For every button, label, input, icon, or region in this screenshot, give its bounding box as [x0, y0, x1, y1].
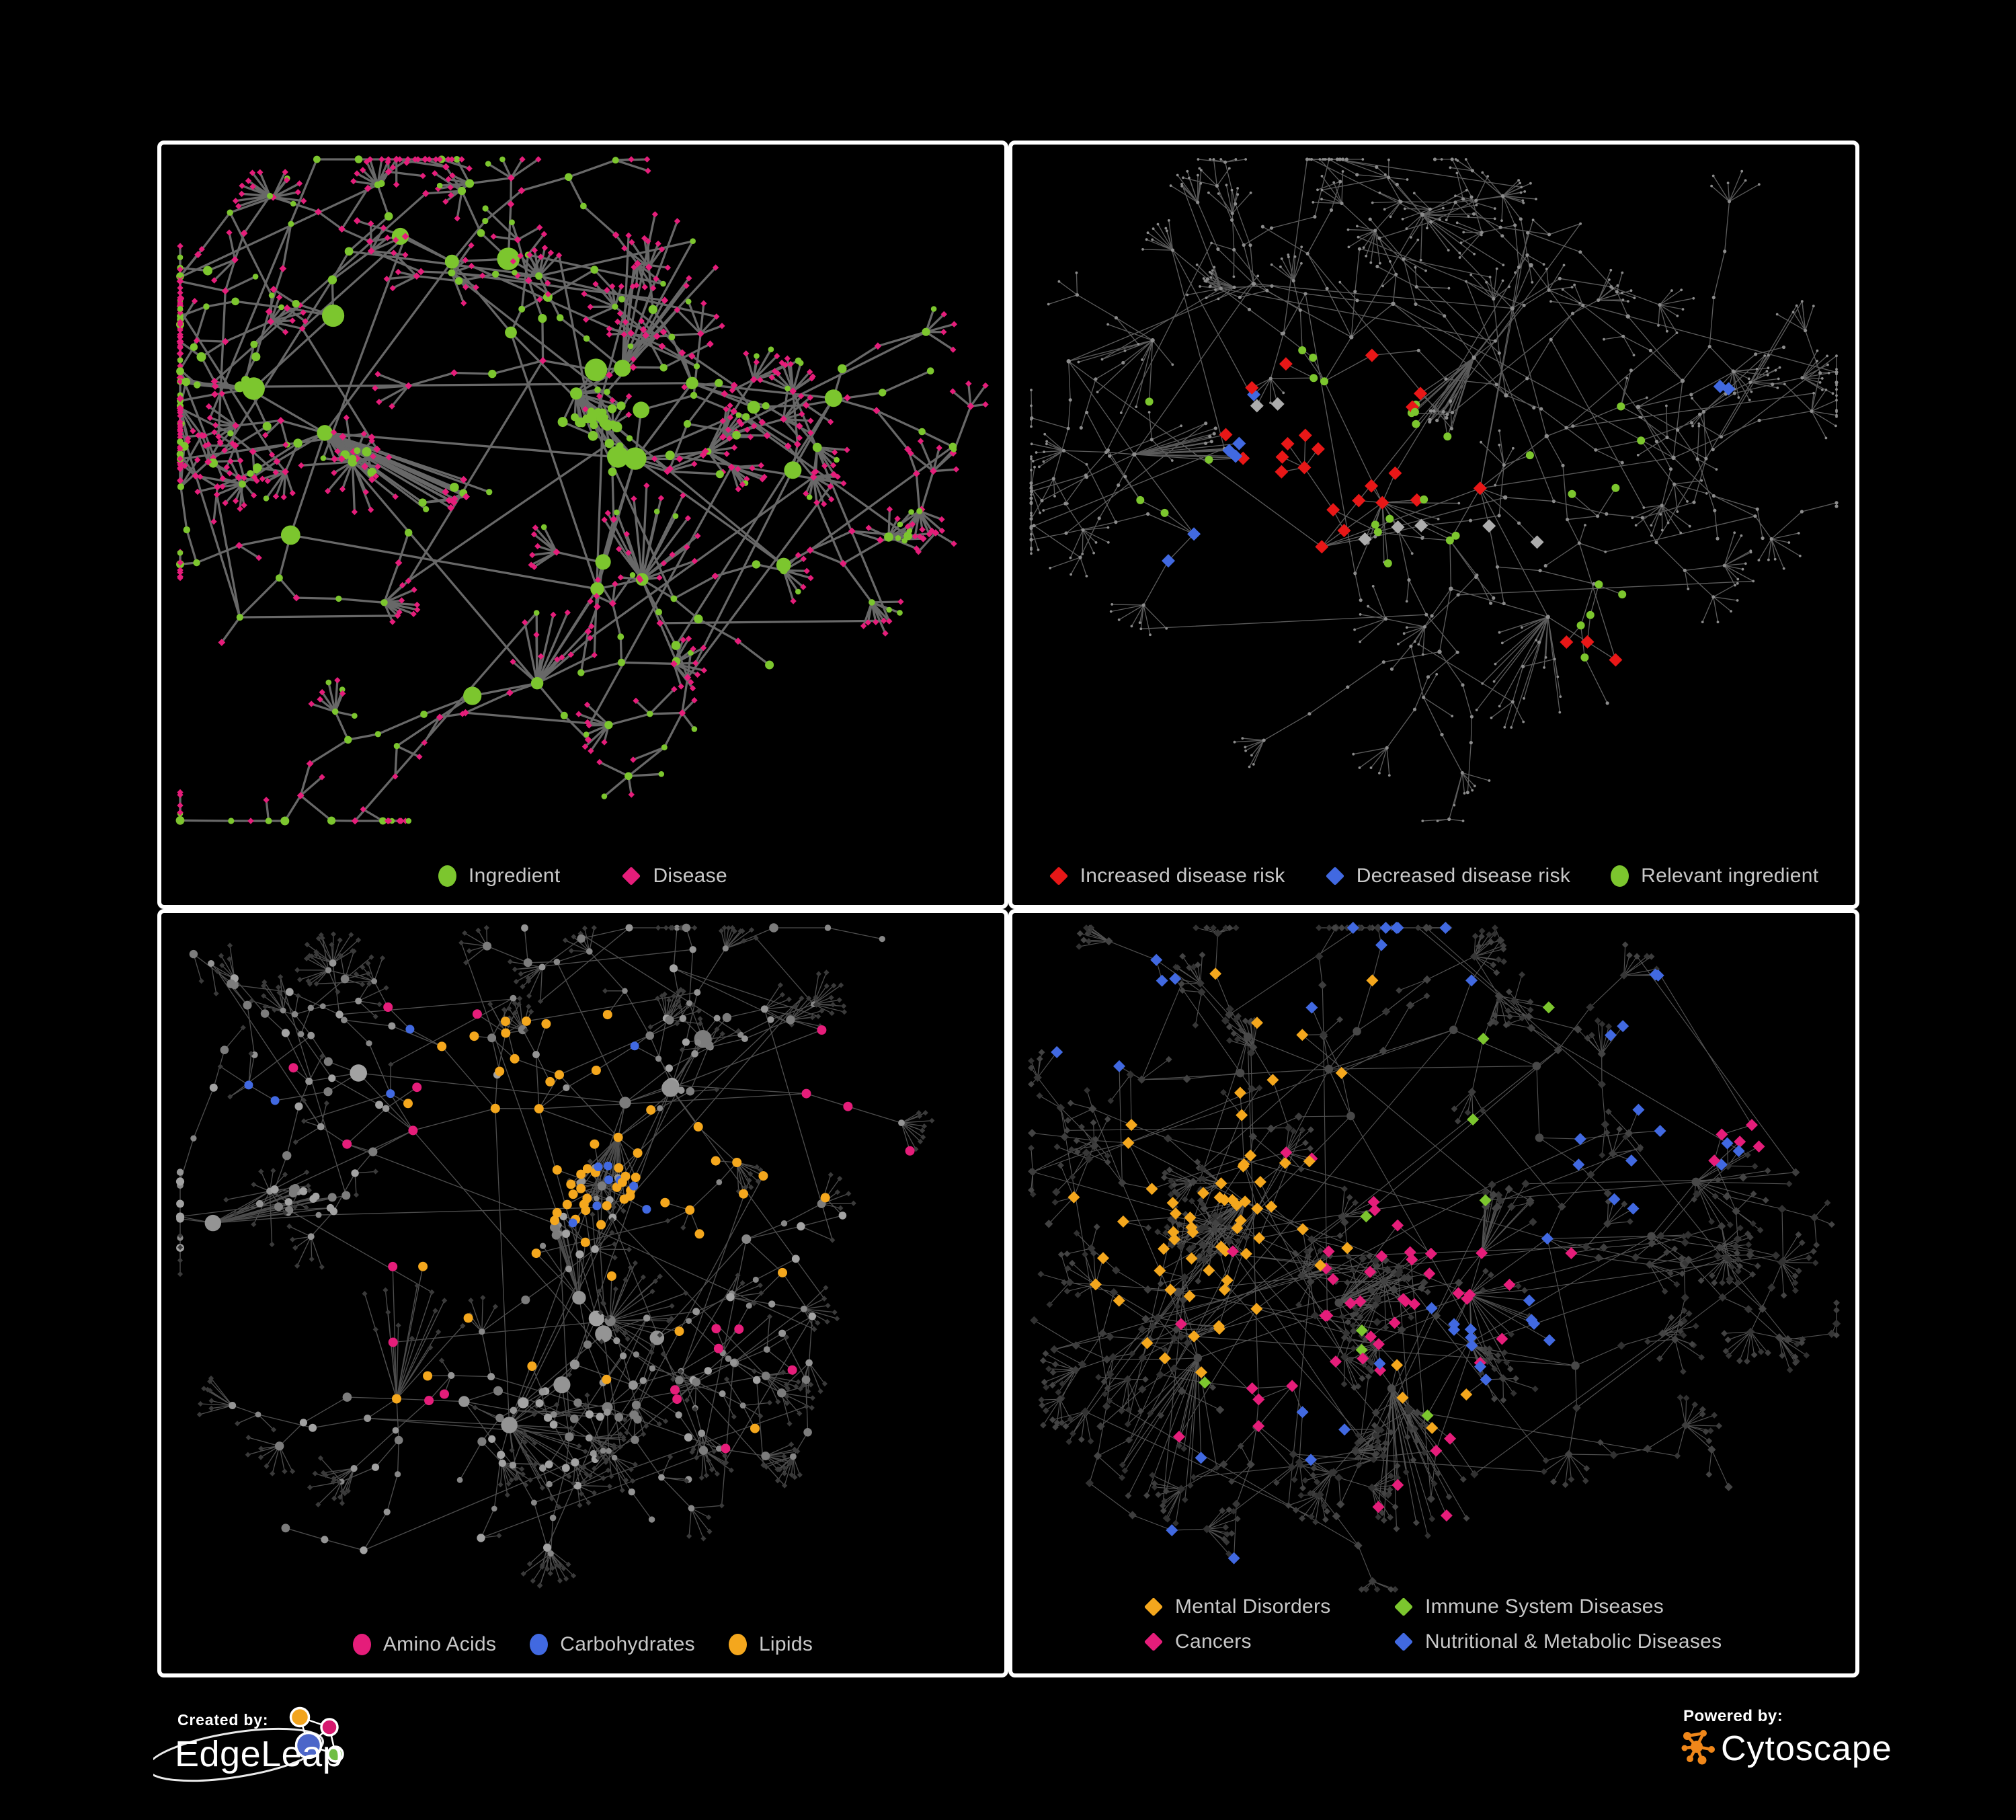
legend-marker-diamond-icon [1394, 1597, 1414, 1617]
network-disease-classes [1028, 922, 1841, 1593]
network-highlight-nodes [244, 1002, 915, 1454]
legend-label: Lipids [758, 1633, 813, 1655]
legend-label: Immune System Diseases [1425, 1595, 1664, 1618]
legend-label: Mental Disorders [1175, 1595, 1331, 1618]
network-ingredient-disease [175, 155, 989, 826]
legend-item: Nutritional & Metabolic Diseases [1394, 1630, 1722, 1653]
powered-by-label: Powered by: [1683, 1707, 1783, 1725]
legend-marker-diamond-icon [1143, 1632, 1164, 1652]
cytoscape-logo: Powered by: Cytoscape [1681, 1707, 1892, 1768]
edgeleap-wordmark: EdgeLeap [175, 1734, 343, 1774]
legend-label: Nutritional & Metabolic Diseases [1425, 1630, 1722, 1653]
legend-item: Immune System Diseases [1394, 1595, 1722, 1618]
edgeleap-node-pink [320, 1718, 339, 1737]
edgeleap-node-blue [294, 1731, 323, 1759]
legend-label: Increased disease risk [1080, 865, 1285, 887]
legend-nutrient-classes: Amino Acids Carbohydrates Lipids [165, 1633, 1000, 1656]
legend-ingredient-disease: Ingredient Disease [165, 865, 1000, 887]
legend-marker-circle-icon [352, 1634, 371, 1655]
legend-item: Cancers [1143, 1630, 1394, 1653]
edgeleap-node-green [327, 1745, 344, 1763]
panel-disease-risk: Increased disease risk Decreased disease … [1008, 141, 1859, 909]
network-disease-risk [1029, 157, 1839, 822]
cytoscape-branding: Powered by: Cytoscape [1678, 1702, 1900, 1796]
legend-item: Increased disease risk [1049, 865, 1285, 887]
legend-item: Amino Acids [352, 1633, 497, 1656]
legend-item: Decreased disease risk [1325, 865, 1571, 887]
panel-disease-classes: Mental Disorders Immune System Diseases Ca… [1008, 909, 1859, 1677]
legend-marker-diamond-icon [1049, 866, 1068, 886]
legend-marker-diamond-icon [1143, 1597, 1164, 1617]
network-nodes [1028, 923, 1841, 1593]
legend-label: Carbohydrates [560, 1633, 695, 1655]
legend-item: Disease [622, 865, 727, 887]
legend-label: Ingredient [469, 865, 561, 887]
panel-nutrient-classes: Amino Acids Carbohydrates Lipids [157, 909, 1008, 1677]
legend-item: Carbohydrates [530, 1633, 695, 1656]
legend-marker-diamond-icon [1394, 1632, 1414, 1652]
legend-item: Ingredient [438, 865, 560, 887]
legend-marker-circle-icon [1611, 865, 1629, 887]
network-edges [179, 158, 987, 822]
cytoscape-glyph [1681, 1730, 1715, 1765]
legend-label: Amino Acids [382, 1633, 497, 1655]
network-edges [1031, 159, 1837, 822]
legend-marker-circle-icon [530, 1634, 549, 1655]
network-highlight-nodes [1051, 922, 1765, 1565]
legend-label: Cancers [1175, 1630, 1252, 1653]
legend-item: Mental Disorders [1143, 1595, 1394, 1618]
edgeleap-node-orange [289, 1706, 311, 1728]
network-edges [1031, 927, 1837, 1590]
legend-item: Relevant ingredient [1611, 865, 1818, 887]
legend-disease-risk: Increased disease risk Decreased disease … [1016, 865, 1851, 887]
created-by-label: Created by: [177, 1711, 268, 1729]
legend-marker-diamond-icon [1325, 866, 1344, 886]
network-nodes [175, 155, 989, 826]
panel-ingredient-disease: Ingredient Disease [157, 141, 1008, 909]
cytoscape-wordmark: Cytoscape [1721, 1729, 1892, 1768]
network-highlight-nodes [1136, 346, 1736, 667]
legend-disease-classes: Mental Disorders Immune System Diseases Ca… [1143, 1595, 1722, 1653]
legend-label: Decreased disease risk [1356, 865, 1571, 887]
legend-marker-circle-icon [728, 1634, 747, 1655]
edgeleap-logo: Created by: EdgeLeap [147, 1706, 344, 1782]
legend-item: Lipids [728, 1633, 813, 1656]
network-nutrient-classes [175, 923, 935, 1589]
network-edges [179, 927, 932, 1587]
network-nodes [175, 923, 935, 1589]
edgeleap-branding: Created by: EdgeLeap [147, 1702, 409, 1817]
legend-label: Disease [653, 865, 727, 887]
legend-marker-circle-icon [438, 865, 457, 887]
legend-marker-diamond-icon [622, 866, 641, 886]
network-nodes [1029, 157, 1839, 822]
legend-label: Relevant ingredient [1641, 865, 1819, 887]
